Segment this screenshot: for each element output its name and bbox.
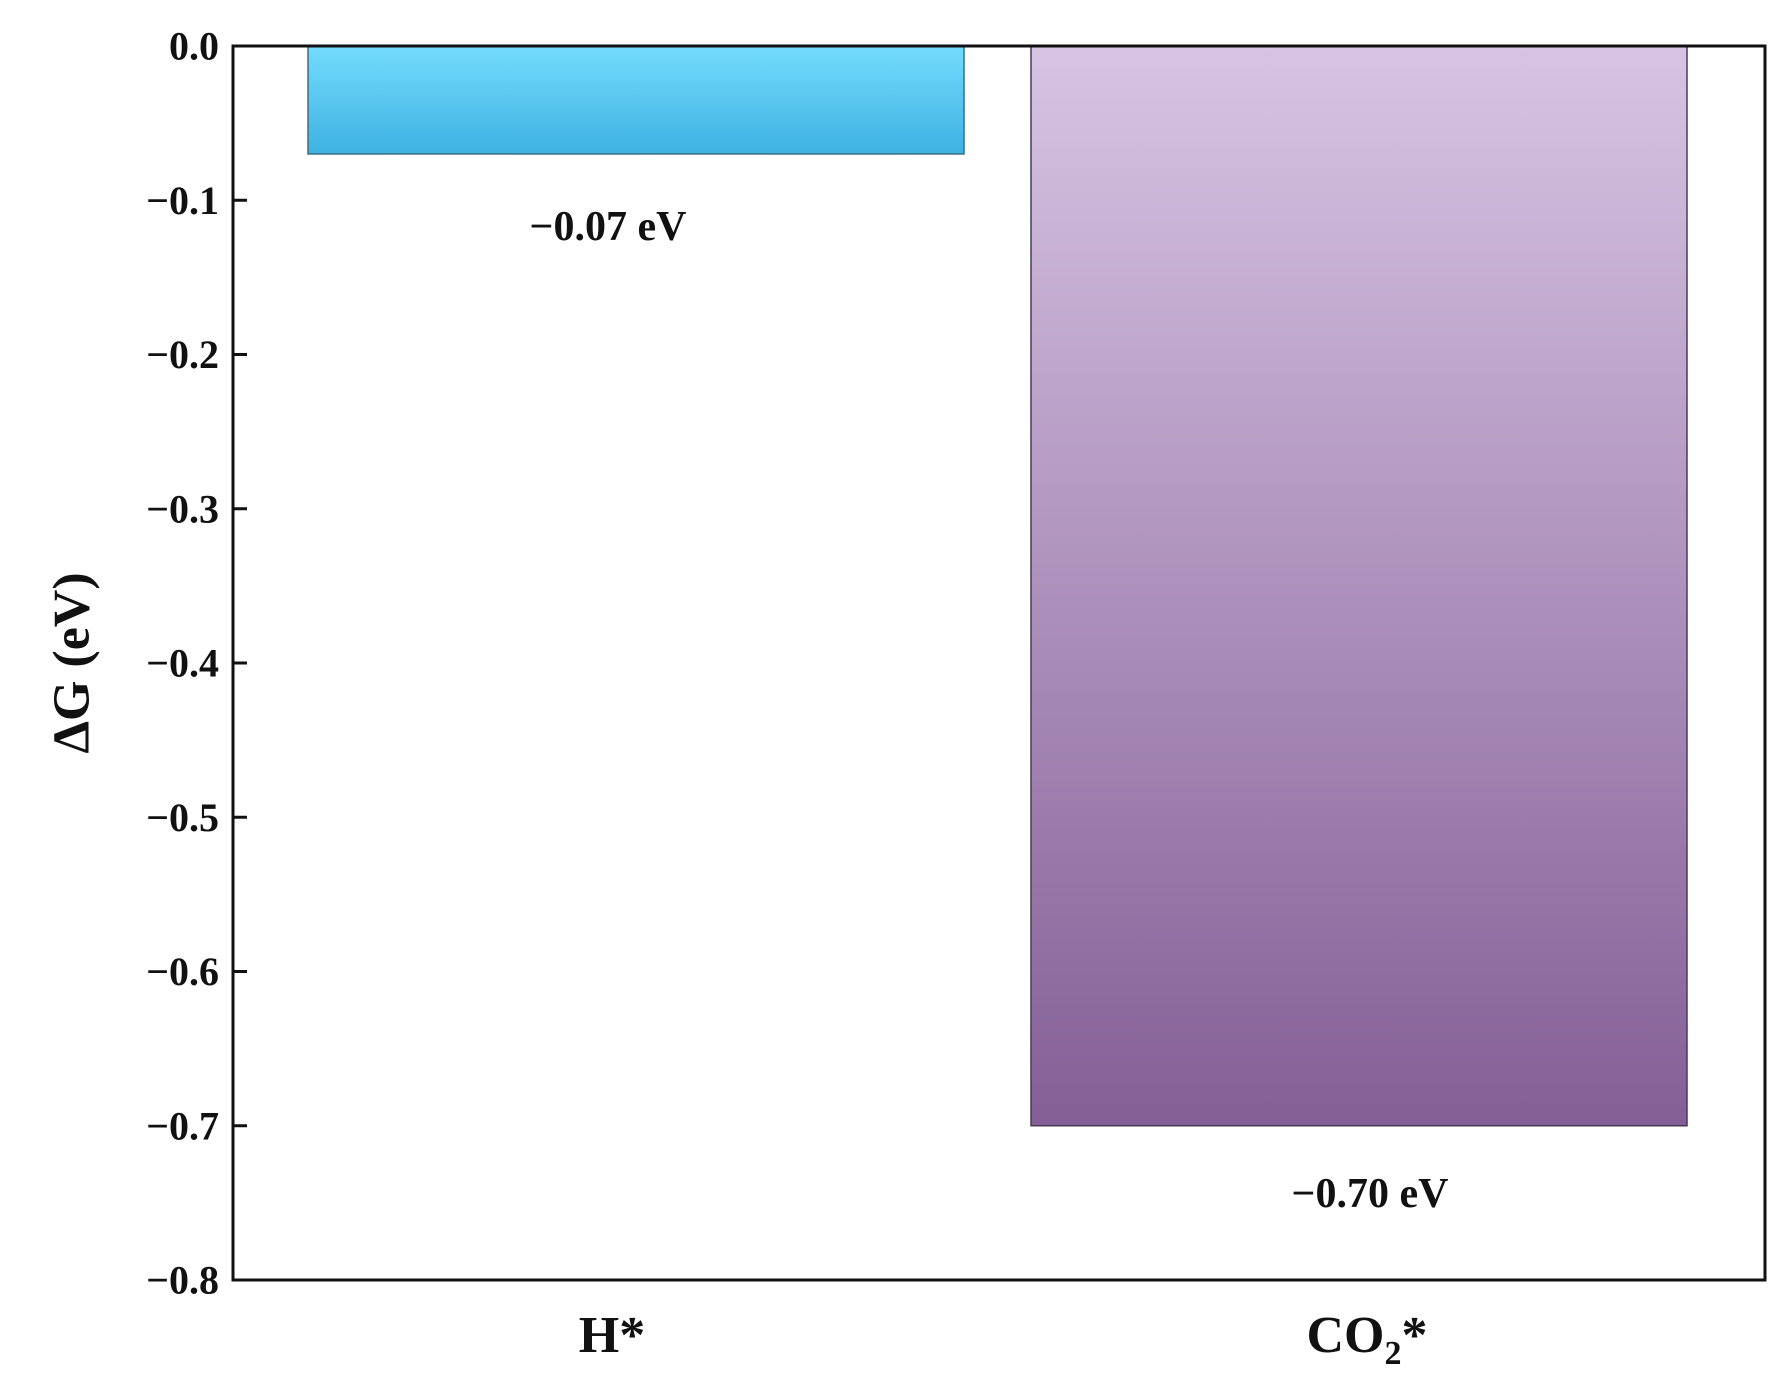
y-axis-label: ΔG (eV) (44, 572, 101, 753)
bar-co2 (1030, 45, 1688, 1127)
y-tick-label: −0.2 (146, 332, 219, 377)
y-tick-label: −0.4 (146, 641, 219, 686)
bar-h (307, 45, 965, 155)
y-tick-label: −0.3 (146, 486, 219, 531)
y-tick-label: −0.7 (146, 1103, 219, 1148)
x-category-label: CO2* (1307, 1307, 1428, 1372)
y-tick-label: −0.5 (146, 795, 219, 840)
y-tick-label: −0.1 (146, 178, 219, 223)
x-category-label: H* (579, 1307, 645, 1364)
y-axis-ticks: 0.0 −0.1 −0.2 −0.3 −0.4 −0.5 −0.6 −0.7 −0.8 (146, 24, 247, 1303)
data-labels-layer: −0.07 eV −0.70 eV (530, 204, 1449, 1217)
bars-layer (307, 45, 1688, 1127)
y-tick-label: 0.0 (169, 24, 219, 69)
y-tick-label: −0.6 (146, 949, 219, 994)
data-label: −0.70 eV (1292, 1171, 1449, 1217)
data-label: −0.07 eV (530, 204, 687, 250)
x-axis-categories: H* CO2* (579, 1307, 1428, 1372)
y-tick-label: −0.8 (146, 1258, 219, 1303)
